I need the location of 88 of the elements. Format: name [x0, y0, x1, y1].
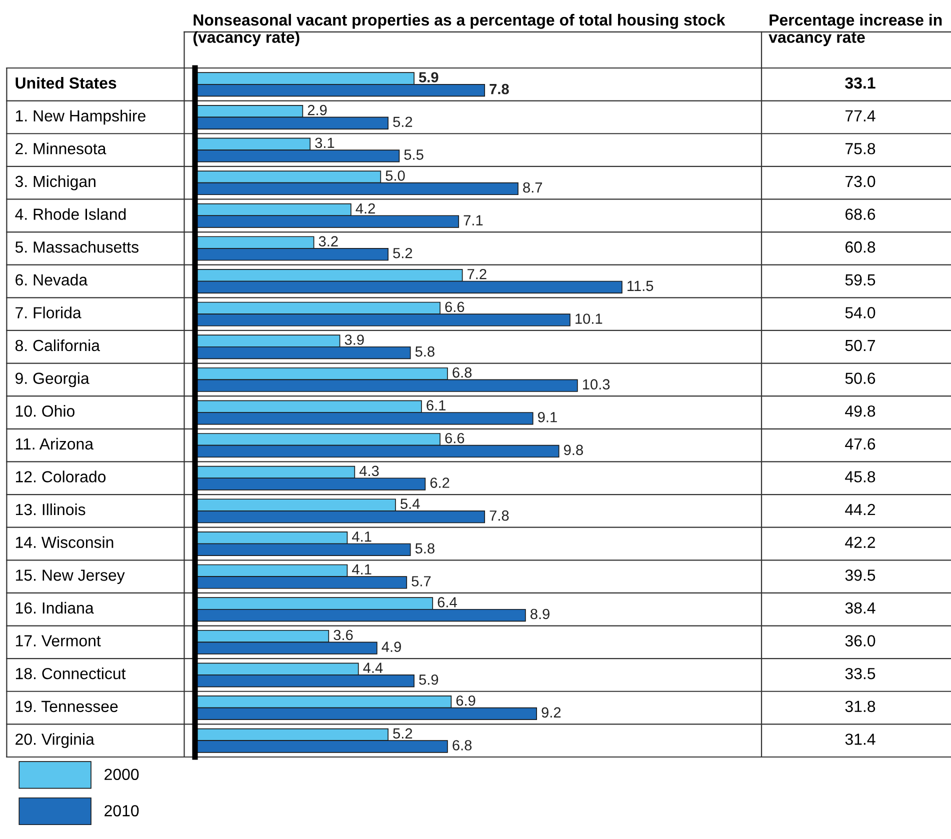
data-label: 4.2	[356, 203, 375, 214]
y-tick-label: United States	[16, 76, 116, 89]
data-label: 6.2	[430, 478, 450, 488]
data-label: 6.4	[438, 597, 457, 608]
data-label: 3.9	[344, 334, 364, 345]
data-label: 10.3	[582, 379, 610, 390]
y-tick-label: 2. Minnesota	[16, 142, 106, 154]
data-label: 3.1	[315, 138, 334, 148]
text: 54.0	[845, 307, 876, 318]
text: 50.7	[845, 340, 875, 352]
y-tick-label: 20. Virginia	[16, 733, 94, 748]
text: 59.5	[845, 274, 876, 286]
data-label: 5.7	[412, 576, 431, 586]
y-tick-label: 8. California	[15, 339, 100, 352]
text: Percentage increase in vacancy rate	[768, 14, 942, 46]
y-tick-label: 17. Vermont	[16, 635, 101, 646]
data-label: 9.2	[542, 707, 561, 718]
text: 68.6	[846, 208, 876, 220]
data-label: 2.9	[308, 104, 327, 116]
y-tick-label: 7. Florida	[16, 306, 82, 318]
data-label: 10.1	[576, 314, 602, 324]
data-label: 4.3	[359, 466, 379, 476]
text: 73.0	[846, 176, 876, 188]
text: 45.8	[845, 471, 876, 482]
data-label: 4.9	[382, 642, 401, 652]
text: 33.5	[845, 668, 876, 680]
y-tick-label: 19. Tennessee	[16, 700, 118, 712]
data-label: 6.6	[445, 432, 464, 444]
y-tick-label: 9. Georgia	[16, 372, 90, 388]
data-label: 4.1	[352, 564, 372, 574]
data-label: 5.2	[393, 728, 412, 739]
text: 31.8	[845, 700, 876, 712]
data-label: 6.8	[452, 740, 472, 750]
y-tick-label: 11. Arizona	[16, 438, 94, 450]
text: 38.4	[845, 602, 876, 614]
text: 47.6	[845, 438, 876, 450]
data-label: 7.2	[468, 268, 486, 280]
data-label: 4.4	[363, 662, 383, 673]
data-label: 6.1	[426, 400, 446, 411]
text: 49.8	[845, 405, 876, 417]
data-label: 5.2	[393, 248, 412, 258]
legend-label: 2000	[104, 768, 139, 780]
y-tick-label: 1. New Hampshire	[16, 110, 146, 125]
chart-title: Nonseasonal vacant properties as a percentage of total housing stock (vacancy rate)	[193, 14, 726, 46]
text: 42.2	[845, 536, 875, 548]
text: 44.2	[845, 504, 875, 516]
text: 33.1	[845, 77, 876, 89]
y-tick-label: 13. Illinois	[16, 503, 86, 516]
data-label: 8.7	[523, 182, 542, 193]
y-tick-label: 4. Rhode Island	[15, 208, 126, 220]
text: 77.4	[846, 110, 876, 122]
text: 60.8	[846, 241, 876, 253]
y-tick-label: 10. Ohio	[16, 405, 74, 417]
y-tick-label: 12. Colorado	[16, 470, 106, 482]
data-label: 3.6	[334, 630, 353, 640]
text: 36.0	[845, 635, 876, 646]
data-label: 5.5	[404, 150, 424, 160]
data-label: 4.1	[352, 532, 372, 542]
data-label: 3.2	[318, 236, 338, 246]
y-tick-label: 15. New Jersey	[16, 570, 125, 584]
data-label: 5.8	[415, 543, 434, 554]
data-label: 5.9	[418, 72, 438, 82]
data-label: 11.5	[628, 280, 654, 292]
data-label: 5.0	[386, 170, 405, 181]
data-label: 6.6	[445, 302, 464, 312]
text: 39.5	[845, 570, 876, 581]
y-tick-label: 16. Indiana	[16, 602, 94, 614]
data-label: 7.8	[490, 84, 509, 94]
data-label: 5.9	[419, 674, 438, 685]
data-label: 9.8	[564, 444, 583, 456]
data-label: 8.9	[530, 608, 550, 620]
y-tick-label: 14. Wisconsin	[16, 536, 114, 548]
text: 75.8	[846, 143, 876, 154]
data-label: 6.8	[452, 367, 472, 378]
y-tick-label: 5. Massachusetts	[15, 241, 138, 253]
data-label: 5.8	[415, 346, 434, 357]
y-tick-label: 3. Michigan	[15, 175, 96, 190]
y-tick-label: 6. Nevada	[16, 274, 88, 286]
data-label: 6.9	[456, 695, 476, 706]
data-label: 7.8	[490, 510, 509, 521]
text: 31.4	[845, 734, 876, 745]
y-tick-label: 18. Connecticut	[16, 668, 126, 680]
legend-label: 2010	[104, 805, 139, 816]
data-label: 5.2	[393, 116, 412, 128]
data-label: 9.1	[538, 412, 557, 422]
text: 50.6	[845, 372, 876, 384]
data-label: 5.4	[400, 498, 420, 509]
data-label: 7.1	[464, 215, 483, 226]
